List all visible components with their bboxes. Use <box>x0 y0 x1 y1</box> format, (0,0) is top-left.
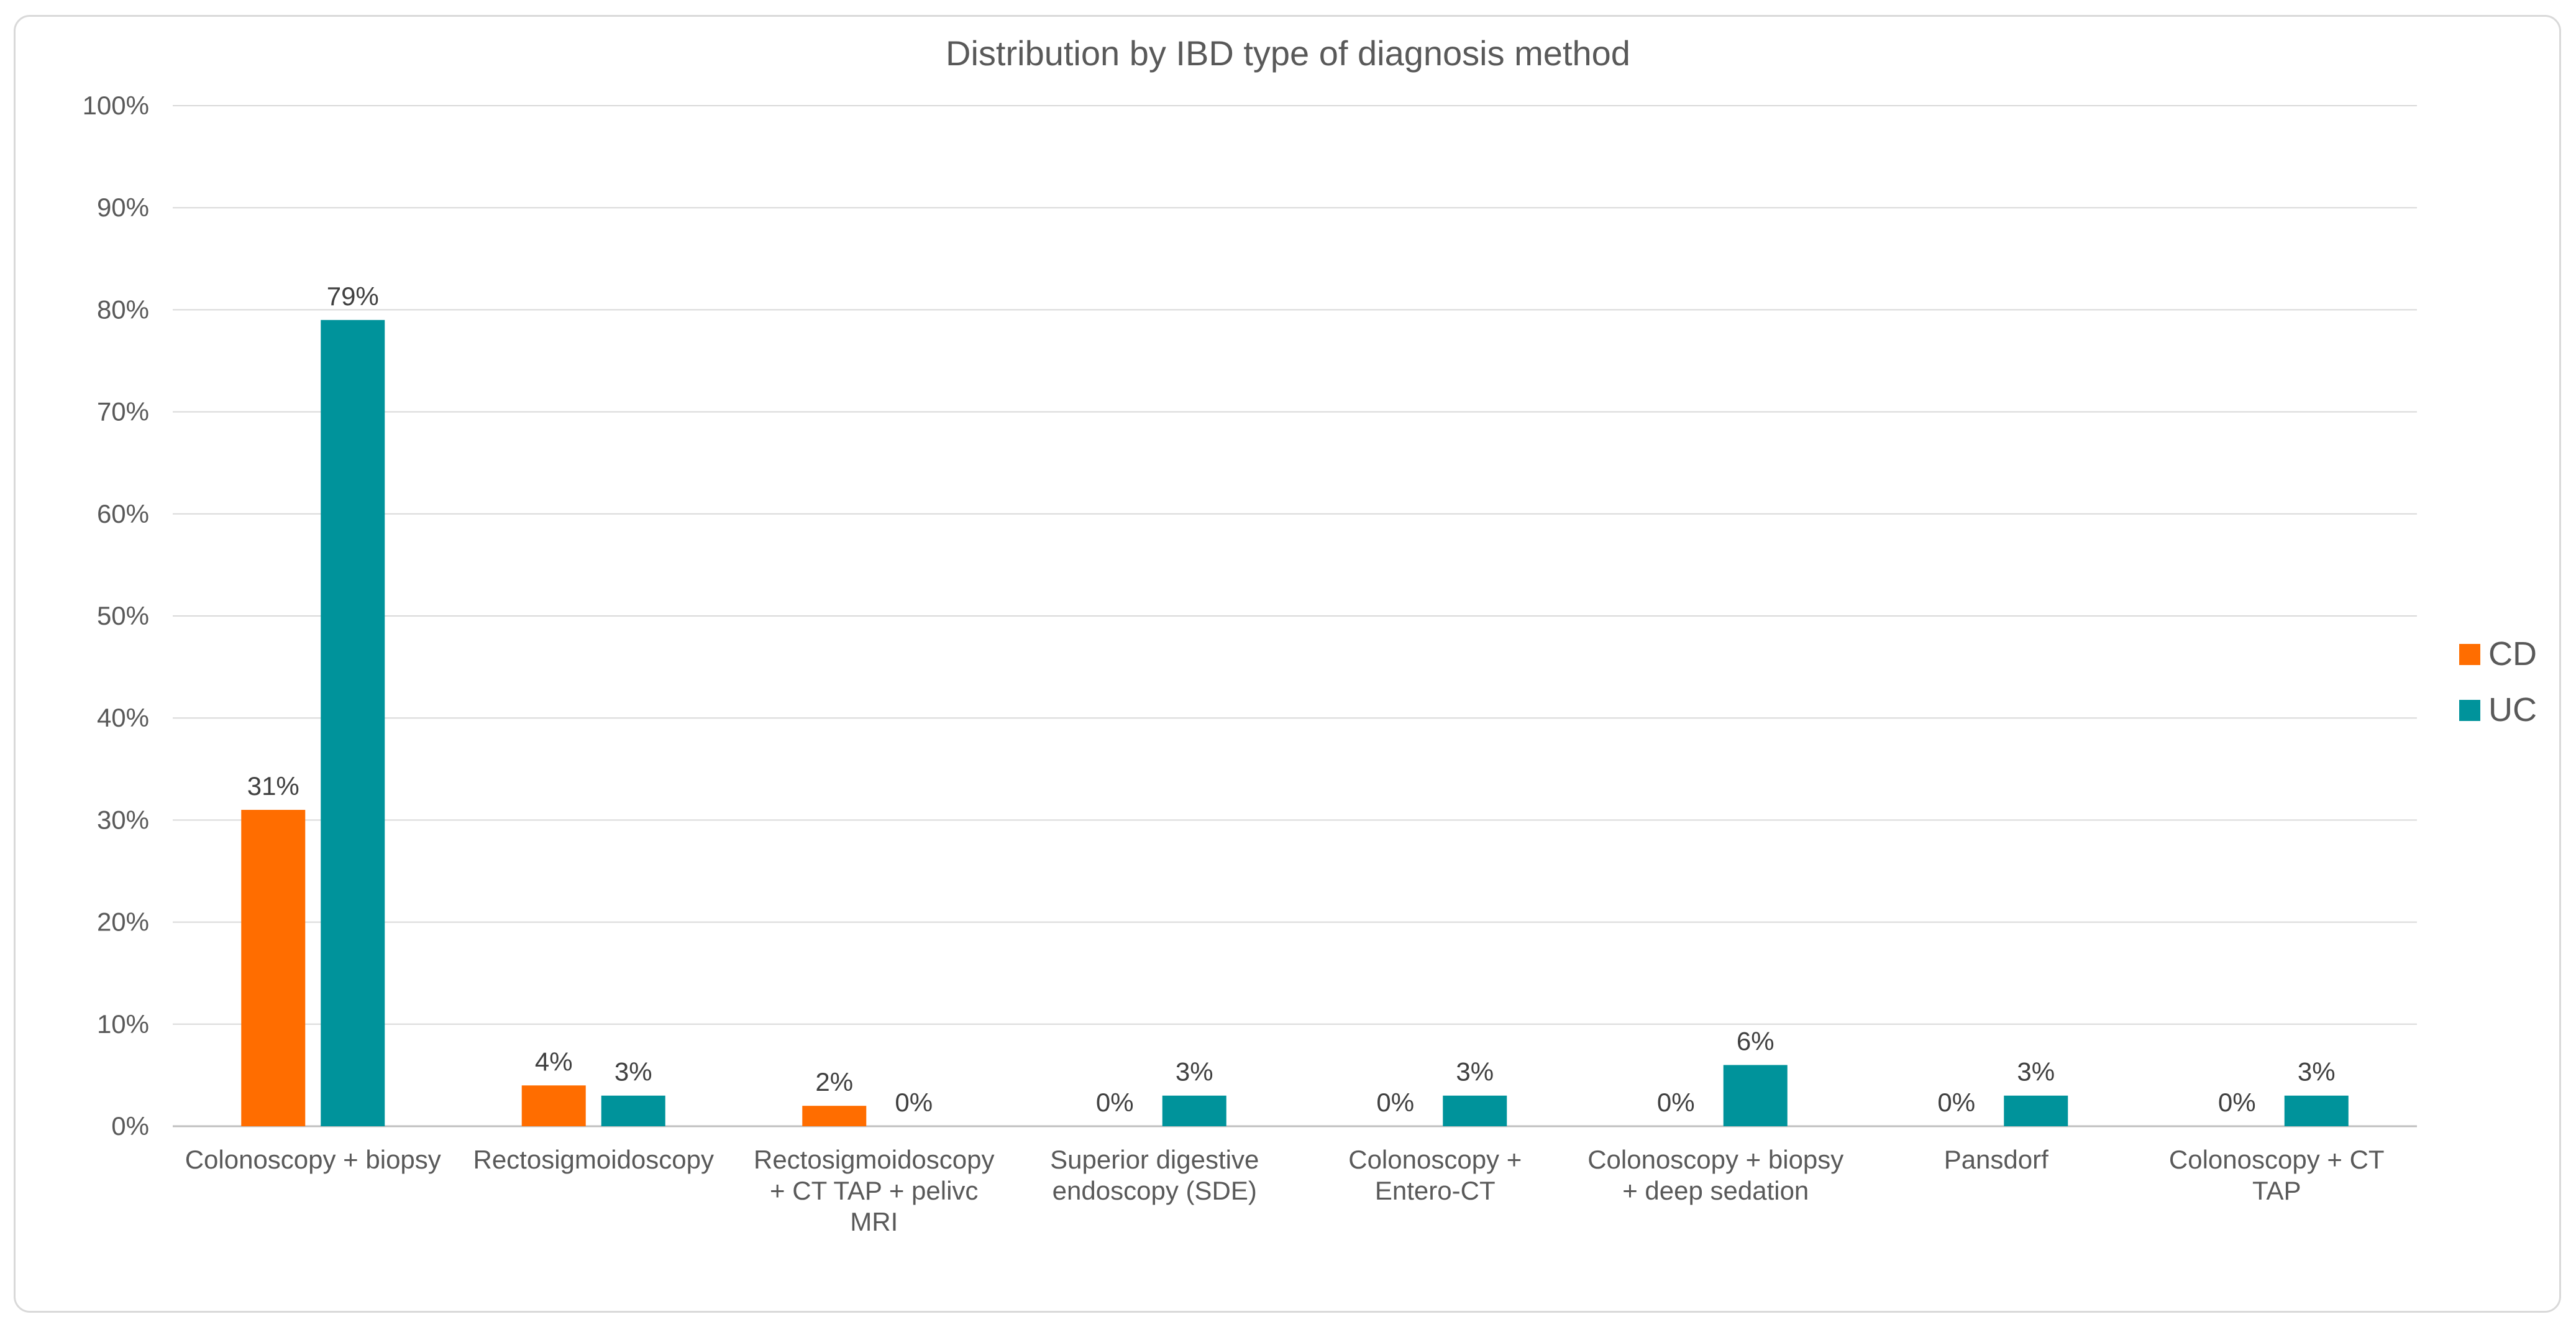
y-tick-label: 50% <box>97 601 149 630</box>
data-labels: 31% 4% 2% 0% 0% 0% 0% 0% 79% 3% 0% 3% 3% 6% 3% 3% <box>247 282 2336 1117</box>
bar-cd-0 <box>241 809 306 1126</box>
bar-cd-1 <box>521 1085 586 1126</box>
data-label-uc-1: 3% <box>614 1057 652 1086</box>
category-label: Superior digestive endoscopy (SDE) <box>1050 1145 1259 1205</box>
category-label: Rectosigmoidoscopy <box>473 1145 714 1174</box>
data-label-cd-6: 0% <box>1937 1088 1975 1117</box>
category-label: Colonoscopy + CT TAP <box>2169 1145 2385 1205</box>
data-label-uc-5: 6% <box>1737 1026 1774 1055</box>
y-tick-label: 80% <box>97 295 149 324</box>
category-label: Colonoscopy + Entero-CT <box>1348 1145 1522 1205</box>
data-label-cd-0: 31% <box>247 771 299 801</box>
data-label-uc-2: 0% <box>895 1088 933 1117</box>
data-label-uc-4: 3% <box>1456 1057 1494 1086</box>
category-label: Pansdorf <box>1944 1145 2048 1174</box>
y-tick-label: 20% <box>97 907 149 937</box>
y-tick-label: 10% <box>97 1009 149 1039</box>
grid-lines <box>173 105 2417 1127</box>
bar-uc-1 <box>601 1095 665 1126</box>
x-axis-categories: Colonoscopy + biopsy Rectosigmoidoscopy Re… <box>185 1145 2385 1236</box>
bar-uc-0 <box>321 319 385 1126</box>
data-label-uc-3: 3% <box>1176 1057 1213 1086</box>
category-label: Rectosigmoidoscopy + CT TAP + pelivc MRI <box>754 1145 995 1236</box>
y-tick-label: 90% <box>97 193 149 222</box>
data-label-cd-2: 2% <box>815 1067 853 1096</box>
bar-uc-4 <box>1443 1095 1507 1126</box>
y-tick-label: 100% <box>83 91 149 120</box>
data-label-uc-7: 3% <box>2298 1057 2336 1086</box>
bar-uc-5 <box>1723 1065 1788 1126</box>
bar-uc-3 <box>1162 1095 1226 1126</box>
bars <box>241 319 2349 1126</box>
legend-swatch-cd <box>2459 644 2480 665</box>
chart-frame <box>14 15 2561 1313</box>
chart-title: Distribution by IBD type of diagnosis me… <box>946 34 1630 73</box>
legend-label-uc: UC <box>2488 691 2537 728</box>
legend-swatch-uc <box>2459 700 2480 721</box>
legend: CD UC <box>2459 635 2537 728</box>
legend-label-cd: CD <box>2488 635 2537 673</box>
data-label-cd-3: 0% <box>1096 1088 1134 1117</box>
y-tick-label: 30% <box>97 805 149 834</box>
y-axis-ticks: 0% 10% 20% 30% 40% 50% 60% 70% 80% 90% 100% <box>83 91 149 1141</box>
y-tick-label: 60% <box>97 499 149 528</box>
bar-uc-6 <box>2004 1095 2068 1126</box>
bar-uc-7 <box>2284 1095 2349 1126</box>
data-label-cd-7: 0% <box>2218 1088 2256 1117</box>
data-label-cd-4: 0% <box>1376 1088 1414 1117</box>
y-tick-label: 70% <box>97 397 149 426</box>
data-label-cd-5: 0% <box>1657 1088 1695 1117</box>
data-label-uc-6: 3% <box>2017 1057 2055 1086</box>
data-label-uc-0: 79% <box>327 282 379 311</box>
data-label-cd-1: 4% <box>535 1047 573 1076</box>
bar-cd-2 <box>802 1106 867 1126</box>
y-tick-label: 0% <box>111 1111 149 1141</box>
y-tick-label: 40% <box>97 703 149 732</box>
category-label: Colonoscopy + biopsy + deep sedation <box>1587 1145 1843 1205</box>
category-label: Colonoscopy + biopsy <box>185 1145 441 1174</box>
